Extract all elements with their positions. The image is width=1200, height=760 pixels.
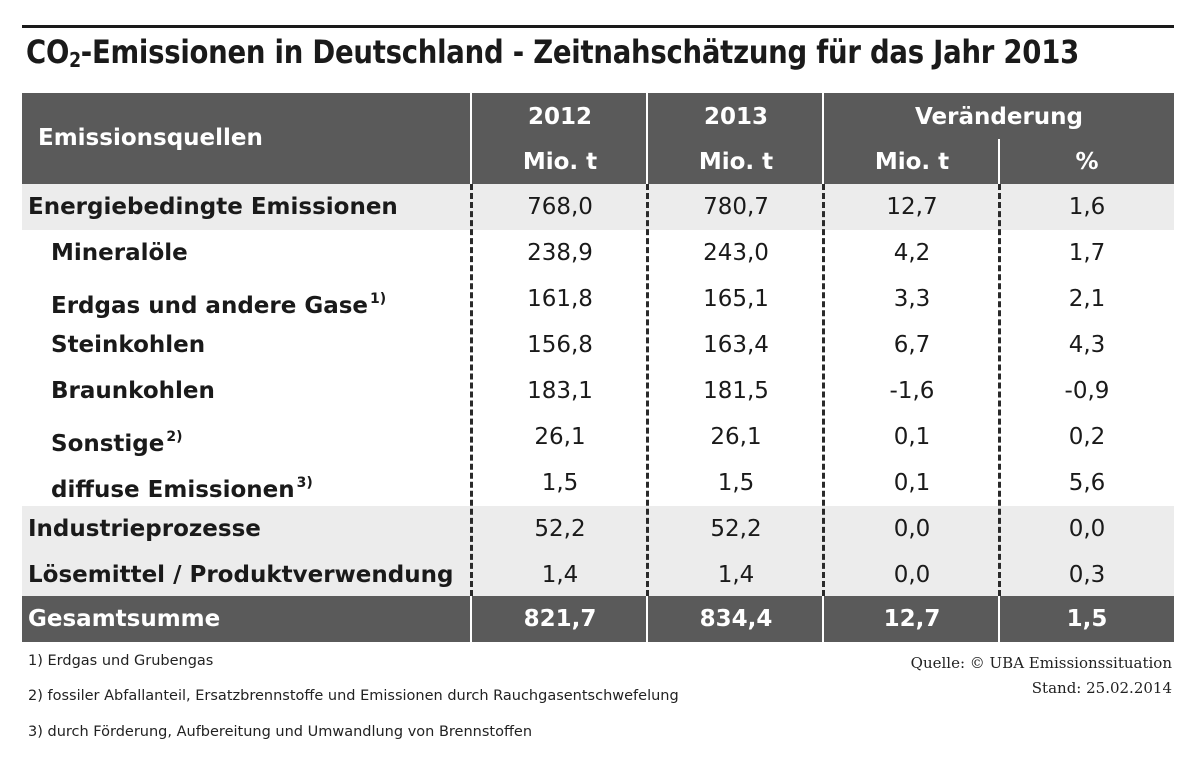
footnote-1: 1) Erdgas und Grubengas (28, 653, 214, 669)
total-label: Gesamtsumme (28, 606, 221, 632)
row-label: Steinkohlen (51, 332, 206, 358)
value-2012: 1,5 (541, 470, 579, 496)
value-2012: 768,0 (527, 194, 593, 220)
change-mio-t: 6,7 (893, 332, 931, 358)
header-unit-2013: Mio. t (698, 149, 774, 175)
value-2013: 165,1 (703, 286, 769, 312)
row-label: Mineralöle (51, 240, 188, 266)
change-mio-t: 0,0 (893, 516, 931, 542)
header-unit-change-abs: Mio. t (874, 149, 950, 175)
value-2012: 238,9 (527, 240, 593, 266)
change-mio-t: 0,0 (893, 562, 931, 588)
column-divider (646, 184, 649, 596)
source-line: Quelle: © UBA Emissionssituation (910, 654, 1172, 672)
change-percent: 5,6 (1068, 470, 1106, 496)
value-2013: 26,1 (710, 424, 762, 450)
page-title: CO2-Emissionen in Deutschland - Zeitnahs… (26, 33, 1079, 72)
footnote-2: 2) fossiler Abfallanteil, Ersatzbrennsto… (28, 688, 679, 704)
change-percent: 1,6 (1068, 194, 1106, 220)
column-divider (822, 184, 825, 596)
table-row: Steinkohlen 156,8 163,4 6,7 4,3 (22, 322, 1174, 368)
header-separator (646, 93, 648, 184)
change-percent: 0,2 (1068, 424, 1106, 450)
table-row: Erdgas und andere Gase 1) 161,8 165,1 3,3… (22, 276, 1174, 322)
value-2012: 26,1 (534, 424, 586, 450)
row-label-wrap: diffuse Emissionen 3) (51, 460, 313, 506)
table-row: Industrieprozesse 52,2 52,2 0,0 0,0 (22, 506, 1174, 552)
total-change-percent: 1,5 (1066, 606, 1108, 632)
total-separator (822, 596, 824, 642)
header-unit-2012: Mio. t (522, 149, 598, 175)
footnote-3: 3) durch Förderung, Aufbereitung und Umw… (28, 724, 533, 740)
header-year-2013: 2013 (703, 104, 768, 130)
header-emission-sources: Emissionsquellen (38, 125, 263, 151)
row-label: Sonstige (51, 431, 165, 457)
value-2012: 183,1 (527, 378, 593, 404)
row-label: Erdgas und andere Gase (51, 293, 369, 319)
change-mio-t: 0,1 (893, 424, 931, 450)
header-year-2012: 2012 (527, 104, 592, 130)
footnote-marker: 1) (370, 291, 387, 307)
header-unit-change-pct: % (1075, 149, 1099, 175)
row-label-wrap: Sonstige 2) (51, 414, 183, 460)
change-percent: 2,1 (1068, 286, 1106, 312)
change-percent: 4,3 (1068, 332, 1106, 358)
value-2012: 1,4 (541, 562, 579, 588)
column-divider (998, 184, 1001, 596)
total-separator (470, 596, 472, 642)
table-row: Sonstige 2) 26,1 26,1 0,1 0,2 (22, 414, 1174, 460)
source-date: Stand: 25.02.2014 (1031, 679, 1172, 697)
header-change: Veränderung (915, 104, 1083, 130)
total-separator (646, 596, 648, 642)
top-rule (22, 25, 1174, 28)
row-label: Braunkohlen (51, 378, 215, 404)
table-row: Mineralöle 238,9 243,0 4,2 1,7 (22, 230, 1174, 276)
table-row: Energiebedingte Emissionen 768,0 780,7 1… (22, 184, 1174, 230)
value-2012: 161,8 (527, 286, 593, 312)
total-row: Gesamtsumme 821,7 834,4 12,7 1,5 (22, 596, 1174, 642)
value-2013: 52,2 (710, 516, 762, 542)
value-2013: 1,5 (717, 470, 755, 496)
change-percent: -0,9 (1064, 378, 1110, 404)
row-label: Energiebedingte Emissionen (28, 194, 398, 220)
total-2013: 834,4 (699, 606, 773, 632)
value-2013: 163,4 (703, 332, 769, 358)
change-percent: 1,7 (1068, 240, 1106, 266)
row-label: Lösemittel / Produktverwendung (28, 562, 454, 588)
change-percent: 0,0 (1068, 516, 1106, 542)
table-header: Emissionsquellen 2012 2013 Veränderung M… (22, 93, 1174, 184)
change-mio-t: 12,7 (886, 194, 938, 220)
row-label: Industrieprozesse (28, 516, 261, 542)
column-divider (470, 184, 473, 596)
value-2013: 780,7 (703, 194, 769, 220)
change-mio-t: 4,2 (893, 240, 931, 266)
value-2013: 181,5 (703, 378, 769, 404)
value-2013: 1,4 (717, 562, 755, 588)
table-row: diffuse Emissionen 3) 1,5 1,5 0,1 5,6 (22, 460, 1174, 506)
value-2012: 156,8 (527, 332, 593, 358)
change-mio-t: -1,6 (889, 378, 935, 404)
table-row: Lösemittel / Produktverwendung 1,4 1,4 0… (22, 552, 1174, 598)
total-separator (998, 596, 1000, 642)
header-separator (822, 93, 824, 184)
change-mio-t: 3,3 (893, 286, 931, 312)
row-label-wrap: Erdgas und andere Gase 1) (51, 276, 386, 322)
total-2012: 821,7 (523, 606, 597, 632)
footnote-marker: 3) (296, 475, 313, 491)
row-label: diffuse Emissionen (51, 477, 295, 503)
total-change-mio-t: 12,7 (883, 606, 941, 632)
value-2013: 243,0 (703, 240, 769, 266)
value-2012: 52,2 (534, 516, 586, 542)
footnote-marker: 2) (166, 429, 183, 445)
header-separator (470, 93, 472, 184)
header-separator (998, 139, 1000, 184)
table-row: Braunkohlen 183,1 181,5 -1,6 -0,9 (22, 368, 1174, 414)
change-mio-t: 0,1 (893, 470, 931, 496)
change-percent: 0,3 (1068, 562, 1106, 588)
